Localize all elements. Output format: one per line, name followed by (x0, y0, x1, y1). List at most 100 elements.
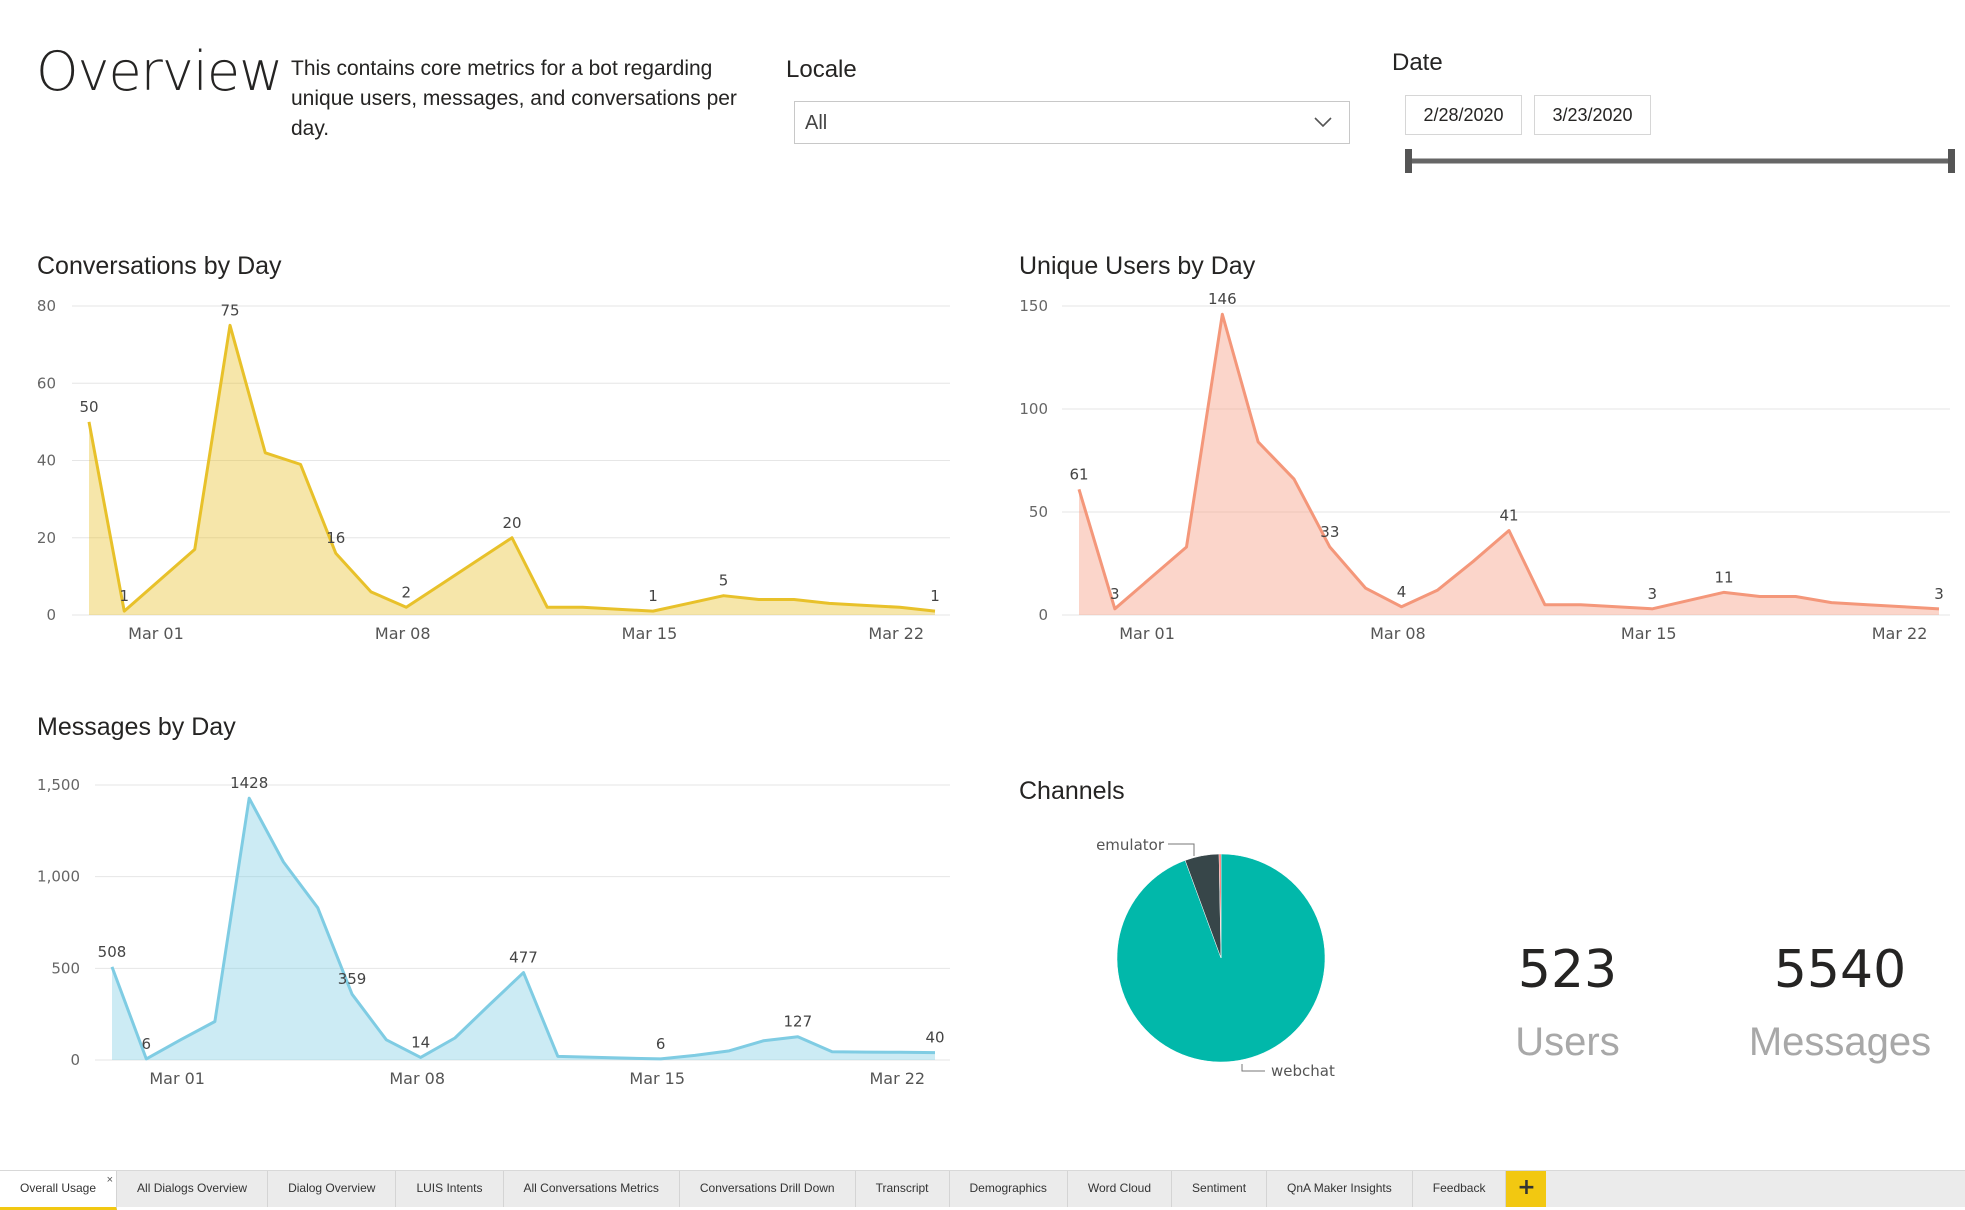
data-label: 1 (119, 587, 129, 605)
tab-label: Demographics (969, 1181, 1047, 1195)
data-label: 508 (98, 943, 127, 961)
x-tick-label: Mar 08 (375, 624, 431, 643)
data-label: 16 (326, 529, 345, 547)
data-label: 2 (401, 583, 411, 601)
tab-label: Feedback (1432, 1181, 1486, 1195)
x-tick-label: Mar 22 (869, 1069, 925, 1088)
tab-all-conversations-metrics[interactable]: All Conversations Metrics (504, 1171, 680, 1207)
y-tick-label: 20 (37, 529, 56, 547)
tab-label: QnA Maker Insights (1287, 1181, 1392, 1195)
y-tick-label: 40 (37, 452, 56, 470)
x-tick-label: Mar 22 (1872, 624, 1928, 643)
tab-conversations-drill-down[interactable]: Conversations Drill Down (680, 1171, 856, 1207)
pie-label-webchat: webchat (1271, 1062, 1335, 1080)
data-label: 1428 (230, 774, 268, 792)
date-range-slider[interactable] (1405, 146, 1955, 176)
y-tick-label: 0 (70, 1051, 80, 1069)
tab-dialog-overview[interactable]: Dialog Overview (268, 1171, 397, 1207)
data-label: 5 (719, 572, 729, 590)
messages-kpi-label: Messages (1748, 1020, 1932, 1064)
area-fill (89, 325, 935, 615)
channels-chart-title: Channels (1019, 777, 1125, 805)
messages-kpi-value: 5540 (1773, 940, 1907, 1000)
x-tick-label: Mar 15 (629, 1069, 685, 1088)
series-line (1077, 312, 1940, 611)
tab-transcript[interactable]: Transcript (856, 1171, 950, 1207)
tab-feedback[interactable]: Feedback (1413, 1171, 1507, 1207)
y-tick-label: 100 (1019, 400, 1048, 418)
tab-all-dialogs-overview[interactable]: All Dialogs Overview (117, 1171, 269, 1207)
data-label: 40 (925, 1029, 944, 1047)
tab-overall-usage[interactable]: Overall Usage × (0, 1171, 118, 1210)
data-label: 1 (930, 587, 940, 605)
slider-end-handle[interactable] (1948, 149, 1955, 173)
leader-line (1168, 843, 1195, 856)
locale-dropdown[interactable]: All (794, 101, 1350, 144)
tab-label: All Conversations Metrics (523, 1181, 659, 1195)
series-line (87, 323, 936, 613)
tab-label: Word Cloud (1087, 1181, 1152, 1195)
x-tick-label: Mar 15 (1621, 624, 1677, 643)
tab-demographics[interactable]: Demographics (950, 1171, 1068, 1207)
messages-area-chart: 0 500 1,000 1,500 508 6 1428 359 14 477 6 127 40 Mar … (37, 774, 950, 1088)
data-label: 146 (1208, 290, 1237, 308)
add-page-button[interactable]: + (1506, 1171, 1547, 1207)
tab-label: All Dialogs Overview (137, 1181, 248, 1195)
date-start-input[interactable]: 2/28/2020 (1405, 95, 1522, 135)
data-label: 14 (411, 1033, 430, 1051)
tab-luis-intents[interactable]: LUIS Intents (396, 1171, 504, 1207)
chevron-down-icon (1314, 117, 1332, 128)
series-line (110, 796, 936, 1061)
close-icon[interactable]: × (106, 1174, 114, 1186)
y-tick-label: 1,500 (37, 776, 80, 794)
data-label: 33 (1320, 523, 1339, 541)
users-chart-title: Unique Users by Day (1019, 252, 1256, 280)
conversations-chart-title: Conversations by Day (37, 252, 282, 280)
tab-label: Sentiment (1192, 1181, 1247, 1195)
locale-label: Locale (786, 56, 857, 83)
data-label: 127 (784, 1013, 813, 1031)
data-label: 3 (1934, 585, 1944, 603)
data-label: 75 (220, 301, 239, 319)
tab-label: Overall Usage (20, 1181, 97, 1195)
x-tick-label: Mar 15 (622, 624, 678, 643)
data-label: 477 (509, 949, 538, 967)
messages-chart-title: Messages by Day (37, 713, 236, 741)
y-tick-label: 80 (37, 297, 56, 315)
y-tick-label: 500 (51, 959, 80, 977)
page-title: Overview (36, 40, 283, 103)
users-kpi-label: Users (1515, 1020, 1620, 1064)
users-kpi-value: 523 (1517, 940, 1618, 1000)
y-tick-label: 1,000 (37, 868, 80, 886)
area-fill (1079, 314, 1939, 615)
data-label: 359 (338, 970, 367, 988)
tab-label: LUIS Intents (416, 1181, 483, 1195)
slider-start-handle[interactable] (1405, 149, 1412, 173)
data-label: 6 (656, 1035, 666, 1053)
data-label: 20 (502, 514, 521, 532)
x-tick-label: Mar 01 (149, 1069, 205, 1088)
pie-label-emulator: emulator (1096, 836, 1165, 854)
data-label: 3 (1648, 585, 1658, 603)
tab-word-cloud[interactable]: Word Cloud (1068, 1171, 1173, 1207)
data-label: 41 (1499, 507, 1518, 525)
users-area-chart: 0 50 100 150 61 3 146 33 4 41 3 11 3 Mar 01 Mar 08 Mar … (1019, 290, 1950, 643)
x-tick-label: Mar 01 (1119, 624, 1175, 643)
channels-pie-chart: emulator webchat (1096, 836, 1335, 1080)
report-page-tabs: Overall Usage × All Dialogs Overview Dial… (0, 1170, 1965, 1210)
y-tick-label: 150 (1019, 297, 1048, 315)
tab-qna-maker-insights[interactable]: QnA Maker Insights (1267, 1171, 1413, 1207)
page-description: This contains core metrics for a bot reg… (291, 57, 737, 140)
date-end-input[interactable]: 3/23/2020 (1534, 95, 1651, 135)
data-label: 6 (142, 1035, 152, 1053)
data-label: 3 (1110, 585, 1120, 603)
data-label: 50 (79, 398, 98, 416)
y-tick-label: 0 (46, 606, 56, 624)
area-fill (112, 798, 935, 1060)
tab-sentiment[interactable]: Sentiment (1172, 1171, 1268, 1207)
data-label: 61 (1069, 465, 1088, 483)
x-tick-label: Mar 08 (389, 1069, 445, 1088)
y-tick-label: 50 (1029, 503, 1048, 521)
tab-label: Transcript (875, 1181, 929, 1195)
tab-label: Conversations Drill Down (699, 1181, 835, 1195)
